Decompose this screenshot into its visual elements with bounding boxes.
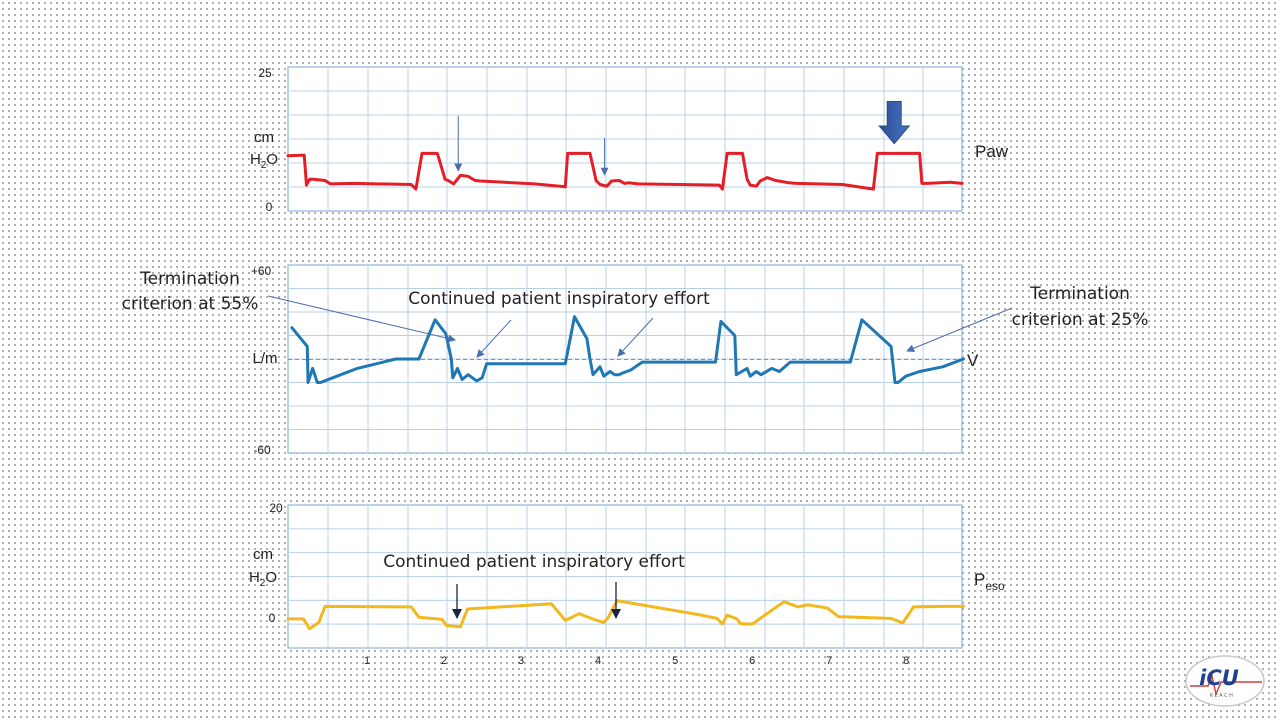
peso-ylabel-bottom: H2O bbox=[249, 569, 277, 589]
peso-panel: 1 2 3 4 5 6 7 8 20 0 cm H2O Peso Continued pati… bbox=[249, 501, 1005, 667]
paw-series-label: Paw bbox=[975, 142, 1009, 161]
paw-panel: 25 0 cm H2O Paw bbox=[250, 66, 1009, 214]
paw-series bbox=[286, 151, 964, 191]
pointer-termination-55 bbox=[267, 295, 456, 343]
svg-text:iCU: iCU bbox=[1199, 666, 1239, 690]
flow-tick-bottom: -60 bbox=[253, 443, 271, 457]
annotation-termination-55-line2: criterion at 55% bbox=[122, 294, 259, 314]
series-line bbox=[290, 315, 965, 384]
peso-tick-top: 20 bbox=[269, 501, 283, 515]
paw-grid bbox=[287, 66, 963, 212]
series-line bbox=[286, 599, 965, 631]
peso-ylabel-top: cm bbox=[253, 546, 273, 563]
flow-series bbox=[290, 315, 965, 384]
series-line bbox=[286, 151, 964, 191]
x-tick-label: 3 bbox=[518, 655, 524, 667]
annotation-termination-55-line1: Termination bbox=[139, 269, 240, 289]
x-tick-label: 4 bbox=[595, 655, 601, 667]
flow-ylabel: L/m bbox=[252, 350, 277, 367]
annotation-continued-effort-flow: Continued patient inspiratory effort bbox=[408, 289, 710, 309]
peso-series bbox=[286, 599, 965, 631]
icu-reach-logo: iCU REACH bbox=[1185, 655, 1265, 707]
annotation-continued-effort-peso: Continued patient inspiratory effort bbox=[383, 552, 685, 572]
flow-series-label: V̇ bbox=[967, 351, 979, 370]
pointer-termination-25 bbox=[906, 307, 1013, 353]
paw-markers bbox=[454, 101, 911, 176]
annotation-termination-25-line1: Termination bbox=[1029, 284, 1130, 304]
peso-grid bbox=[287, 504, 963, 649]
x-tick-label: 8 bbox=[903, 655, 909, 667]
x-tick-label: 5 bbox=[672, 655, 678, 667]
svg-text:REACH: REACH bbox=[1210, 693, 1235, 699]
peso-series-label: Peso bbox=[974, 570, 1005, 593]
paw-tick-bottom: 0 bbox=[266, 200, 273, 214]
peso-xtick-labels: 1 2 3 4 5 6 7 8 bbox=[364, 655, 909, 667]
pointer-continued-effort-2 bbox=[617, 317, 654, 357]
flow-panel: +60 -60 L/m V̇ Termination criterion at … bbox=[122, 264, 1149, 457]
pointer-continued-effort-1 bbox=[476, 319, 512, 358]
paw-ylabel-top: cm bbox=[254, 129, 274, 146]
paw-ylabel-bottom: H2O bbox=[250, 151, 278, 171]
x-tick-label: 1 bbox=[364, 655, 370, 667]
peso-tick-zero: 0 bbox=[269, 611, 276, 625]
block-arrow bbox=[878, 101, 911, 145]
x-tick-label: 6 bbox=[749, 655, 755, 667]
flow-tick-top: +60 bbox=[251, 264, 272, 278]
x-tick-label: 7 bbox=[826, 655, 832, 667]
paw-tick-top: 25 bbox=[258, 66, 272, 80]
annotation-termination-25-line2: criterion at 25% bbox=[1012, 310, 1149, 330]
x-tick-label: 2 bbox=[441, 655, 447, 667]
